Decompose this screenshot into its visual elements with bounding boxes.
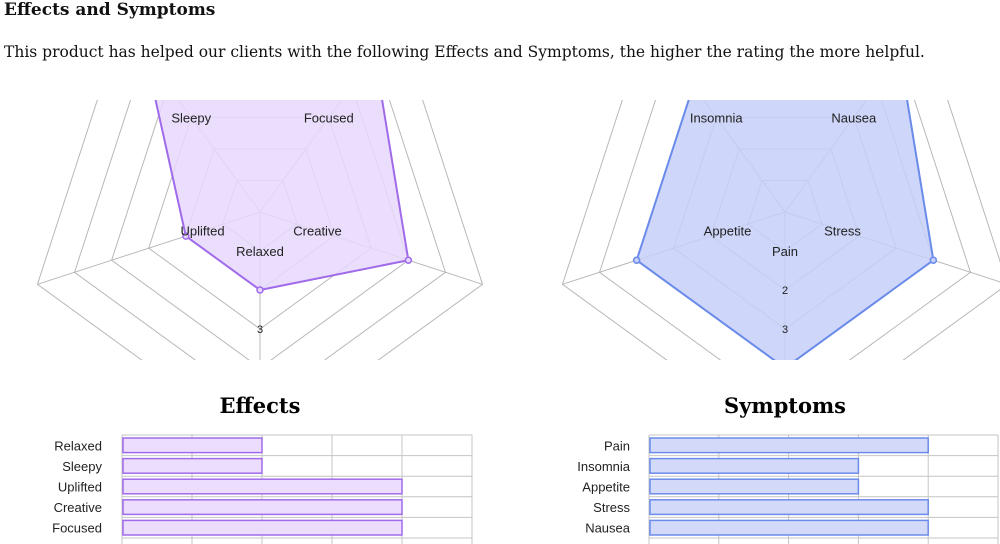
effects-radar-category-label: Relaxed (236, 244, 284, 259)
symptoms-chart-title: Symptoms (724, 393, 846, 418)
effects-radar-point (182, 232, 190, 240)
symptoms-radar-category-label: Stress (824, 224, 861, 239)
effects-bar-bar (122, 499, 403, 516)
effects-bar-category-label: Uplifted (58, 480, 102, 495)
effects-bar-category-label: Relaxed (54, 438, 102, 453)
symptoms-radar-grid-ring (561, 100, 1000, 360)
symptoms-radar-category-label: Nausea (831, 110, 877, 125)
effects-radar-grid-ring (111, 100, 409, 360)
symptoms-radar-tick-label: 2 (782, 285, 788, 297)
symptoms-bar-bar (649, 519, 929, 536)
symptoms-radar-point (632, 256, 641, 264)
effects-bar-bar (122, 457, 263, 474)
effects-radar-point (142, 51, 148, 57)
effects-radar-tick-label: 3 (257, 324, 263, 336)
symptoms-radar-point (929, 256, 938, 264)
symptoms-bar-chart: Pain Insomnia Appetite Stress Nausea (577, 434, 999, 544)
symptoms-radar-area (635, 100, 935, 360)
effects-bar-chart: Relaxed Sleepy Uplifted Creative Focused (52, 434, 473, 544)
effects-bar-bar (122, 519, 403, 536)
intro-text: This product has helped our clients with… (4, 43, 925, 61)
effects-radar-area (154, 100, 410, 292)
effects-bar-category-label: Creative (54, 500, 102, 515)
effects-bar-bar (122, 478, 403, 495)
effects-bar-category-label: Focused (52, 521, 102, 536)
effects-radar-chart: Relaxed Creative Focused Sleepy Uplifted 3 (36, 51, 484, 360)
symptoms-radar-point (897, 51, 903, 57)
effects-radar-category-label: Uplifted (180, 224, 224, 239)
effects-radar-point (372, 51, 378, 57)
symptoms-bar-bar (649, 437, 929, 454)
effects-radar-point (404, 256, 413, 264)
section-title: Effects and Symptoms (4, 0, 216, 20)
symptoms-radar-tick-label: 3 (782, 324, 788, 336)
symptoms-radar-point (782, 365, 788, 371)
effects-radar-category-label: Focused (304, 110, 354, 125)
symptoms-bar-category-label: Pain (604, 438, 630, 453)
symptoms-radar-chart: Pain Stress Nausea Insomnia Appetite 2 3 (561, 51, 1000, 371)
effects-radar-category-label: Sleepy (171, 110, 211, 125)
symptoms-radar-point (690, 83, 696, 89)
effects-bar-category-label: Sleepy (62, 459, 102, 474)
symptoms-bar-bar (649, 499, 929, 516)
symptoms-bar-bar (649, 457, 860, 474)
symptoms-bar-category-label: Insomnia (577, 459, 631, 474)
effects-radar-grid-ring (73, 100, 447, 360)
effects-radar-point (256, 286, 264, 294)
effects-chart-title: Effects (220, 393, 301, 418)
symptoms-radar-category-label: Appetite (704, 224, 752, 239)
effects-radar-grid-ring (36, 100, 484, 360)
symptoms-bar-category-label: Nausea (585, 521, 631, 536)
symptoms-radar-category-label: Insomnia (690, 110, 744, 125)
symptoms-bar-category-label: Appetite (582, 480, 630, 495)
symptoms-radar-category-label: Pain (772, 244, 798, 259)
symptoms-radar-grid-ring (598, 100, 972, 360)
effects-radar-category-label: Creative (293, 224, 341, 239)
effects-bar-bar (122, 437, 263, 454)
symptoms-bar-category-label: Stress (593, 500, 630, 515)
symptoms-bar-bar (649, 478, 860, 495)
